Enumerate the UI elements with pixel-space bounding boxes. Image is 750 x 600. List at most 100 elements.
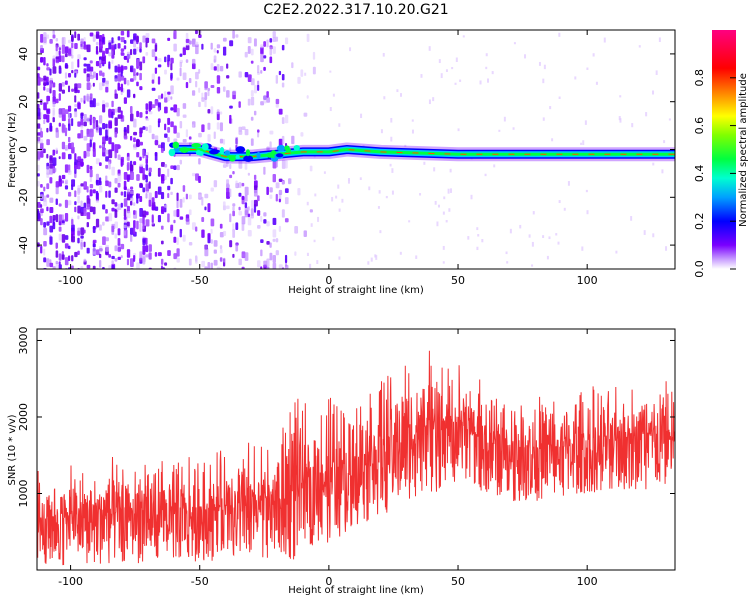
spectrogram-cell bbox=[61, 220, 65, 224]
spectrogram-cell bbox=[89, 70, 92, 77]
spectrogram-cell bbox=[136, 59, 140, 67]
spectrogram-cell bbox=[55, 45, 58, 52]
spectrogram-cell bbox=[46, 221, 50, 226]
spectrogram-cell bbox=[86, 221, 90, 228]
spectrogram-cell bbox=[43, 221, 47, 228]
spectrogram-cell bbox=[74, 164, 78, 170]
spectrogram-cell bbox=[241, 195, 245, 201]
spectrogram-cell bbox=[89, 206, 93, 213]
spectrogram-cell bbox=[64, 235, 69, 240]
spectrogram-cell bbox=[557, 241, 560, 245]
spectrogram-cell bbox=[71, 236, 75, 243]
spectrogram-cell bbox=[167, 168, 170, 178]
spectrogram-cell bbox=[55, 147, 58, 151]
spectrogram-cell bbox=[317, 216, 320, 222]
spectrogram-cell bbox=[179, 159, 183, 165]
spectrogram-cell bbox=[229, 114, 232, 124]
spectrogram-cell bbox=[382, 52, 385, 57]
spectrogram-cell bbox=[272, 262, 277, 269]
spectrogram-cell bbox=[257, 195, 260, 202]
ridge-blotch bbox=[198, 150, 204, 156]
spectrogram-cell bbox=[551, 138, 554, 142]
spectrogram-cell bbox=[630, 216, 633, 221]
spectrogram-cell bbox=[55, 181, 60, 188]
spectrogram-cell bbox=[377, 206, 380, 209]
spectrogram-cell bbox=[179, 228, 182, 238]
spectrogram-cell bbox=[247, 206, 250, 211]
spectrogram-cell bbox=[86, 264, 91, 269]
spectrogram-cell bbox=[129, 48, 133, 56]
spectrogram-cell bbox=[142, 56, 146, 64]
spectrogram-cells bbox=[37, 30, 675, 269]
spectrogram-cell bbox=[148, 167, 152, 173]
spectrogram-cell bbox=[204, 92, 208, 100]
spectrogram-cell bbox=[558, 200, 561, 204]
spectrogram-cell bbox=[272, 46, 276, 54]
spectrogram-cell bbox=[46, 100, 49, 105]
spectrogram-cell bbox=[284, 160, 288, 169]
spectrogram-cell bbox=[123, 66, 128, 70]
spectrogram-cell bbox=[244, 207, 249, 216]
spectrogram-cell bbox=[83, 135, 88, 141]
spectrogram-cell bbox=[263, 55, 267, 59]
spectrogram-cell bbox=[238, 130, 243, 135]
spectrogram-cell bbox=[272, 37, 277, 42]
spectrogram-cell bbox=[332, 236, 335, 241]
spectrogram-cell bbox=[399, 251, 402, 255]
spectrogram-cell bbox=[204, 193, 209, 199]
spectrogram-cell bbox=[67, 48, 71, 55]
spectrogram-cell bbox=[157, 186, 162, 195]
spectrogram-cell bbox=[479, 80, 482, 85]
spectrogram-cell bbox=[250, 138, 254, 146]
spectrogram-cell bbox=[201, 217, 205, 223]
spectrogram-cell bbox=[37, 123, 41, 129]
spectrogram-cell bbox=[46, 88, 50, 92]
spectrogram-cell bbox=[170, 177, 173, 185]
spectrogram-cell bbox=[74, 103, 78, 107]
spectrogram-cell bbox=[64, 53, 68, 58]
spectrogram-cell bbox=[558, 32, 561, 37]
spectrogram-cell bbox=[58, 220, 62, 226]
spectrogram-cell bbox=[120, 68, 123, 77]
spectrogram-cell bbox=[300, 69, 304, 77]
spectrogram-cell bbox=[40, 218, 43, 226]
spectrogram-cell bbox=[92, 225, 96, 234]
spectrogram-cell bbox=[71, 224, 75, 232]
snr-ytick-label: 3000 bbox=[17, 326, 30, 354]
spectrogram-cell bbox=[176, 132, 180, 138]
spectrogram-cell bbox=[226, 205, 230, 210]
spectrogram-cell bbox=[71, 35, 74, 41]
spectrogram-cell bbox=[105, 237, 109, 242]
spectrogram-cell bbox=[114, 78, 118, 82]
spectrogram-cell bbox=[111, 166, 115, 176]
spectrogram-cell bbox=[142, 175, 146, 181]
spectrogram-cell bbox=[52, 66, 57, 74]
ridge-blotch bbox=[276, 144, 286, 152]
spectrogram-cell bbox=[136, 81, 139, 87]
spectrogram-cell bbox=[164, 175, 167, 181]
spectrogram-cell bbox=[117, 154, 121, 160]
spectrogram-cell bbox=[71, 61, 74, 70]
spectrogram-cell bbox=[467, 236, 470, 240]
spectrogram-cell bbox=[133, 40, 137, 48]
spectrogram-cell bbox=[123, 45, 127, 50]
spectrogram-cell bbox=[126, 79, 130, 86]
spectrogram-cell bbox=[244, 51, 248, 58]
spectrogram-cell bbox=[120, 255, 123, 259]
spectrogram-cell bbox=[306, 33, 310, 42]
spectrogram-cell bbox=[312, 66, 316, 75]
spectrogram-cell bbox=[219, 65, 224, 72]
spectrogram-cell bbox=[170, 191, 173, 195]
spectrogram-cell bbox=[49, 155, 53, 164]
spectrogram-cell bbox=[117, 36, 121, 41]
spectrogram-cell bbox=[222, 205, 227, 211]
spectrogram-cell bbox=[210, 84, 215, 89]
spectrogram-cell bbox=[247, 216, 252, 226]
colorbar-gradient bbox=[712, 30, 736, 269]
spectrogram-cell bbox=[303, 112, 308, 117]
spectrogram-cell bbox=[136, 174, 140, 181]
spectrogram-cell bbox=[411, 129, 414, 134]
spectrogram-cell bbox=[77, 237, 80, 244]
spectrogram-cell bbox=[133, 143, 137, 150]
spectrogram-cell bbox=[294, 251, 297, 256]
